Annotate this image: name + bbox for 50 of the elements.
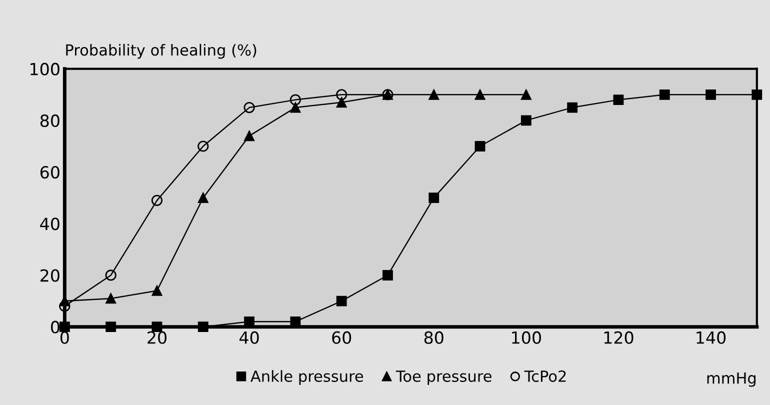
point: [198, 140, 209, 152]
point: [290, 102, 301, 113]
point: [336, 97, 347, 108]
y-tick-label: 100: [30, 62, 60, 76]
legend-label: Ankle pressure: [250, 370, 364, 385]
point: [244, 130, 254, 142]
point: [244, 102, 255, 114]
point: [198, 322, 208, 332]
point: [428, 192, 440, 204]
point: [59, 300, 70, 312]
point: [752, 89, 762, 100]
point: [520, 115, 532, 126]
point: [105, 270, 116, 281]
y-tick-label: 60: [40, 166, 60, 179]
point: [290, 316, 301, 327]
x-tick-label: 120: [604, 331, 634, 344]
point: [198, 192, 208, 204]
point: [567, 102, 578, 113]
x-tick-label: 40: [239, 331, 259, 344]
x-tick-label: 140: [696, 331, 726, 344]
x-tick-label: 100: [512, 331, 541, 344]
point: [336, 296, 347, 306]
x-tick-label: 20: [148, 331, 166, 344]
x-axis-title: mmHg: [707, 372, 756, 387]
point: [106, 293, 116, 304]
point: [59, 322, 70, 332]
point: [474, 89, 486, 100]
point: [474, 141, 486, 152]
x-tick-label: 80: [424, 331, 444, 344]
y-tick-label: 0: [51, 320, 60, 334]
point: [706, 89, 716, 100]
x-tick-label: 60: [332, 331, 352, 344]
point: [520, 89, 532, 100]
point: [428, 89, 440, 100]
point: [151, 194, 163, 206]
legend-label: TcPo2: [524, 370, 566, 382]
point: [336, 89, 348, 100]
point: [659, 89, 670, 100]
y-tick-label: 20: [40, 269, 60, 282]
point: [244, 316, 254, 327]
y-tick-label: 80: [40, 114, 60, 128]
y-tick-label: 40: [40, 218, 60, 230]
x-tick-label: 0: [60, 331, 69, 344]
legend-label: Toe pressure: [396, 370, 492, 385]
y-axis-title: Probability of healing (%): [66, 44, 256, 59]
point: [106, 322, 116, 332]
point: [290, 94, 301, 106]
point: [613, 94, 624, 106]
point: [382, 270, 393, 280]
point: [152, 286, 162, 296]
